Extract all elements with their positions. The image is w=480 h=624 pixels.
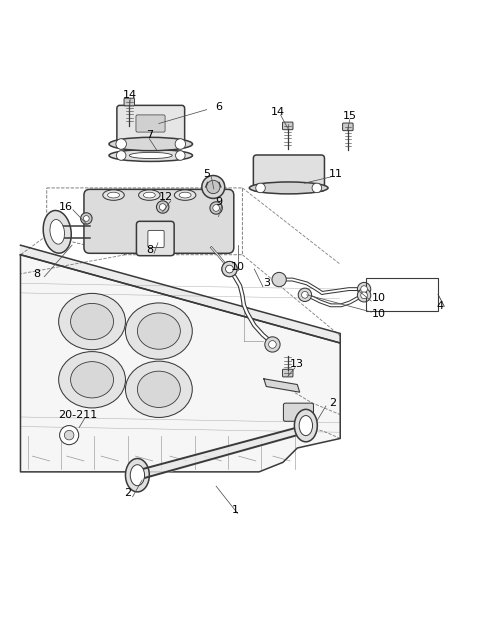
Circle shape xyxy=(176,151,185,160)
Text: 10: 10 xyxy=(372,310,385,319)
Ellipse shape xyxy=(59,293,125,349)
Circle shape xyxy=(361,286,367,293)
Bar xyxy=(366,278,438,311)
Text: 6: 6 xyxy=(215,102,222,112)
Text: 9: 9 xyxy=(215,197,222,207)
Text: 13: 13 xyxy=(290,359,304,369)
Text: 16: 16 xyxy=(59,202,73,212)
Text: 2: 2 xyxy=(329,397,336,407)
Text: 15: 15 xyxy=(343,111,357,121)
Circle shape xyxy=(358,289,371,302)
Ellipse shape xyxy=(174,190,196,200)
Text: 10: 10 xyxy=(230,261,245,271)
Circle shape xyxy=(156,201,169,213)
Ellipse shape xyxy=(71,362,114,398)
Circle shape xyxy=(116,151,126,160)
FancyBboxPatch shape xyxy=(124,98,134,106)
Text: 4: 4 xyxy=(437,301,444,311)
Text: 2: 2 xyxy=(124,489,132,499)
Ellipse shape xyxy=(108,192,120,198)
Ellipse shape xyxy=(294,409,317,442)
Circle shape xyxy=(312,183,322,193)
FancyBboxPatch shape xyxy=(148,230,164,248)
Ellipse shape xyxy=(109,137,192,151)
Circle shape xyxy=(226,265,233,273)
Ellipse shape xyxy=(249,182,328,194)
Circle shape xyxy=(60,426,79,445)
Ellipse shape xyxy=(59,351,125,408)
Text: 12: 12 xyxy=(159,192,173,202)
Polygon shape xyxy=(21,255,340,472)
Circle shape xyxy=(226,265,233,273)
Text: 5: 5 xyxy=(203,168,210,178)
Circle shape xyxy=(81,213,92,224)
Circle shape xyxy=(64,431,74,440)
Ellipse shape xyxy=(50,220,64,244)
Text: 1: 1 xyxy=(232,505,239,515)
Ellipse shape xyxy=(137,371,180,407)
Circle shape xyxy=(222,261,237,276)
FancyBboxPatch shape xyxy=(117,105,185,147)
Ellipse shape xyxy=(129,152,172,158)
Text: 10: 10 xyxy=(372,293,385,303)
Circle shape xyxy=(175,139,186,149)
Circle shape xyxy=(116,139,126,149)
Circle shape xyxy=(361,292,367,299)
Ellipse shape xyxy=(125,361,192,417)
Ellipse shape xyxy=(103,190,124,200)
Ellipse shape xyxy=(139,190,160,200)
FancyBboxPatch shape xyxy=(84,189,234,253)
Text: 11: 11 xyxy=(328,168,342,178)
Text: 7: 7 xyxy=(146,130,153,140)
FancyBboxPatch shape xyxy=(283,403,313,421)
Circle shape xyxy=(269,341,276,348)
Circle shape xyxy=(210,202,222,214)
Polygon shape xyxy=(264,379,300,392)
Text: 8: 8 xyxy=(34,269,41,279)
Ellipse shape xyxy=(71,303,114,339)
Circle shape xyxy=(265,337,280,352)
Circle shape xyxy=(202,175,225,198)
Text: 8: 8 xyxy=(146,245,153,255)
Circle shape xyxy=(222,261,237,276)
Text: 20-211: 20-211 xyxy=(58,409,97,419)
Text: 14: 14 xyxy=(123,90,137,100)
FancyBboxPatch shape xyxy=(282,122,293,130)
FancyBboxPatch shape xyxy=(136,222,174,256)
Circle shape xyxy=(159,203,166,210)
Circle shape xyxy=(272,273,286,286)
Ellipse shape xyxy=(43,210,71,253)
Polygon shape xyxy=(21,245,340,343)
Circle shape xyxy=(358,283,371,296)
Ellipse shape xyxy=(125,459,149,492)
FancyBboxPatch shape xyxy=(253,155,324,192)
Ellipse shape xyxy=(130,465,144,485)
Ellipse shape xyxy=(137,313,180,349)
Ellipse shape xyxy=(109,150,192,162)
Circle shape xyxy=(213,205,219,212)
Text: 14: 14 xyxy=(271,107,285,117)
Circle shape xyxy=(84,216,89,222)
FancyBboxPatch shape xyxy=(343,123,353,130)
Text: 3: 3 xyxy=(263,278,270,288)
FancyBboxPatch shape xyxy=(282,369,293,377)
Circle shape xyxy=(206,180,220,193)
Circle shape xyxy=(256,183,265,193)
Circle shape xyxy=(298,288,312,301)
Ellipse shape xyxy=(299,416,312,436)
FancyBboxPatch shape xyxy=(136,115,165,132)
Ellipse shape xyxy=(179,192,191,198)
Ellipse shape xyxy=(125,303,192,359)
Ellipse shape xyxy=(144,192,156,198)
Circle shape xyxy=(301,291,308,298)
